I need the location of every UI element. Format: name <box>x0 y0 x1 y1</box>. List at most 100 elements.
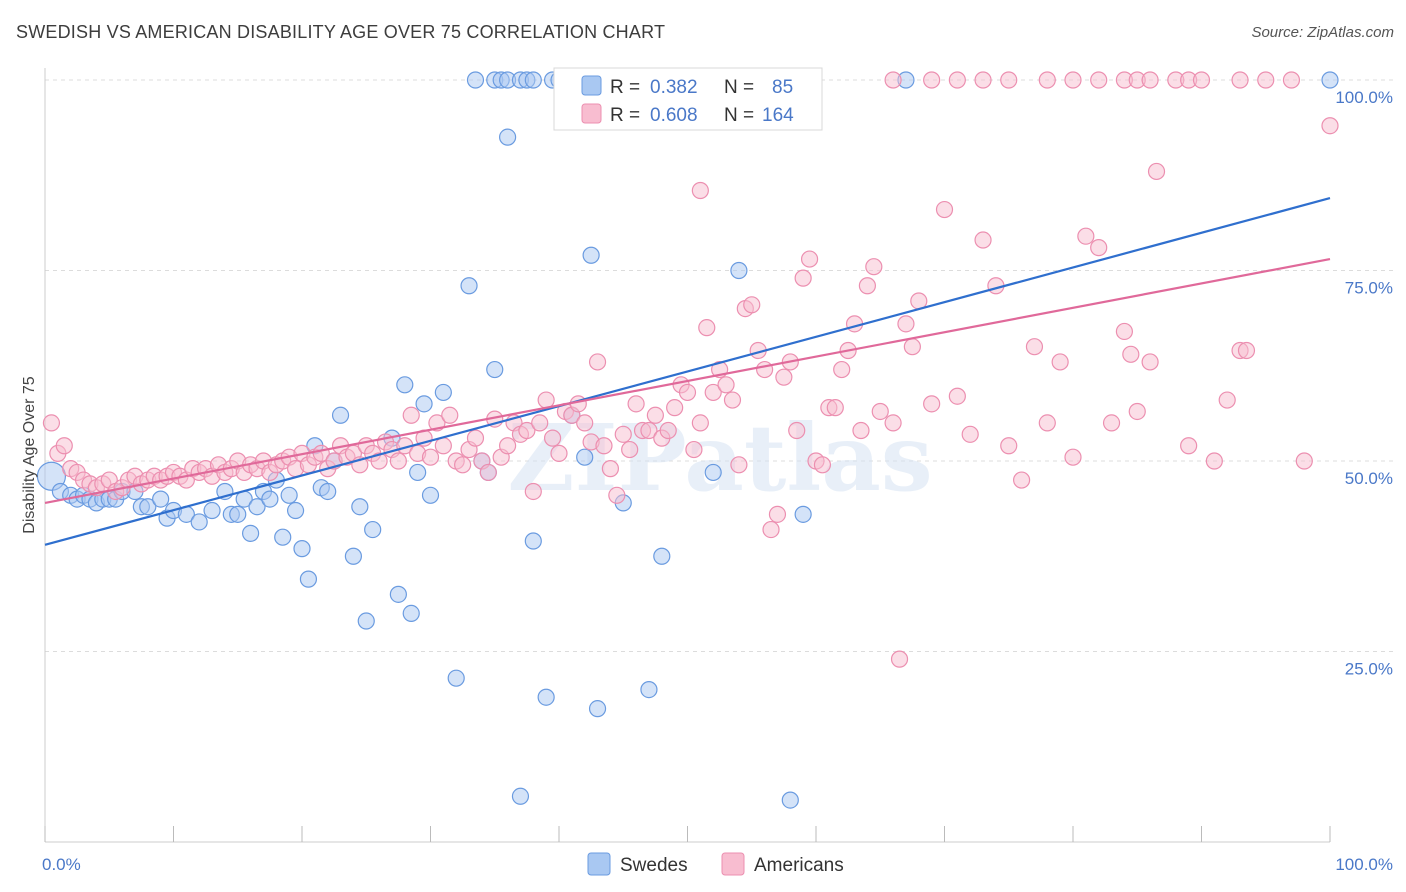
americans-point <box>678 383 697 402</box>
americans-point <box>1000 71 1018 89</box>
legend-swatch-americans <box>581 103 602 124</box>
swedes-point <box>447 669 465 687</box>
axes <box>44 68 1331 843</box>
americans-point <box>1128 402 1146 421</box>
americans-point <box>691 414 709 432</box>
americans-point <box>441 406 459 424</box>
swedes-point <box>152 490 170 508</box>
americans-point <box>800 250 819 268</box>
swedes-point <box>389 585 407 603</box>
americans-point <box>865 258 883 276</box>
legend-n-label: N = <box>724 105 754 126</box>
legend-r-value: 0.382 <box>650 77 698 98</box>
americans-point <box>1051 353 1069 371</box>
legend-r-value: 0.608 <box>650 105 698 126</box>
swedes-point <box>794 505 812 523</box>
americans-point <box>1090 239 1108 257</box>
swedes-point <box>511 787 530 805</box>
swedes-point <box>364 520 382 539</box>
americans-point <box>826 399 844 417</box>
americans-point <box>646 406 664 424</box>
legend-n-value: 164 <box>762 105 794 126</box>
americans-point <box>1282 71 1301 89</box>
americans-point <box>852 421 870 440</box>
americans-point <box>1257 71 1275 89</box>
americans-point <box>402 406 420 424</box>
americans-point <box>974 231 992 249</box>
americans-point <box>1090 71 1108 89</box>
swedes-point <box>1321 71 1339 89</box>
swedes-point <box>582 246 600 264</box>
swedes-point <box>280 486 298 504</box>
americans-point <box>1192 71 1211 89</box>
americans-point <box>775 368 793 386</box>
swedes-point <box>299 570 318 588</box>
americans-point <box>1231 71 1249 89</box>
swedes-point <box>704 463 722 482</box>
swedes-point <box>351 498 369 516</box>
americans-point <box>1077 227 1095 245</box>
swedes-point <box>261 490 279 508</box>
americans-point <box>1141 353 1159 371</box>
americans-point <box>890 650 909 668</box>
swedes-point <box>466 71 485 89</box>
americans-point <box>479 463 497 482</box>
swedes-point <box>331 406 350 424</box>
americans-point <box>550 444 568 462</box>
americans-point <box>723 391 742 409</box>
trend-lines <box>44 197 1331 546</box>
swedes-point <box>588 700 607 718</box>
swedes-point <box>653 547 671 565</box>
bottom-legend-swatch-swedes <box>587 852 611 876</box>
swedes-point <box>344 547 362 565</box>
americans-point <box>935 200 954 219</box>
americans-point <box>755 360 774 379</box>
americans-point <box>499 437 517 455</box>
americans-point <box>884 71 902 89</box>
x-tick-labels: 0.0% 100.0% <box>42 855 1393 874</box>
swedes-point <box>248 498 266 516</box>
americans-point <box>717 376 735 394</box>
americans-point <box>1038 71 1056 89</box>
americans-trend-line <box>44 257 1331 504</box>
americans-point <box>704 383 722 402</box>
americans-point <box>666 399 684 417</box>
swedes-point <box>229 505 247 523</box>
americans-point <box>743 296 761 314</box>
y-tick-label: 50.0% <box>1345 469 1393 488</box>
y-tick-label: 25.0% <box>1345 660 1393 679</box>
swedes-point <box>409 463 427 482</box>
swedes-point <box>730 261 748 280</box>
swedes-point <box>460 277 478 295</box>
americans-point <box>1025 338 1044 356</box>
americans-point <box>531 414 549 432</box>
swedes-point <box>640 680 658 699</box>
swedes-point <box>524 71 542 89</box>
legend-r-label: R = <box>610 105 640 126</box>
americans-point <box>1147 162 1166 181</box>
americans-point <box>961 425 979 443</box>
chart-title: SWEDISH VS AMERICAN DISABILITY AGE OVER … <box>16 22 666 42</box>
americans-point <box>614 425 632 443</box>
americans-point <box>1180 437 1198 455</box>
americans-point <box>370 452 388 470</box>
swedes-point <box>421 486 440 504</box>
legend-n-value: 85 <box>772 77 793 98</box>
americans-point <box>389 452 407 470</box>
americans-point <box>640 421 658 440</box>
americans-point <box>730 456 748 474</box>
americans-point <box>466 429 485 447</box>
americans-point <box>858 277 877 295</box>
americans-point <box>1102 414 1121 432</box>
americans-point <box>621 440 639 459</box>
swedes-point <box>357 612 375 630</box>
swedes-point <box>190 513 208 531</box>
americans-point <box>948 387 966 405</box>
americans-point <box>659 421 677 440</box>
americans-point <box>595 437 613 455</box>
swedes-point <box>537 688 555 706</box>
bottom-legend: Swedes Americans <box>587 852 844 876</box>
y-tick-label: 100.0% <box>1335 88 1393 107</box>
swedes-point <box>242 524 260 542</box>
